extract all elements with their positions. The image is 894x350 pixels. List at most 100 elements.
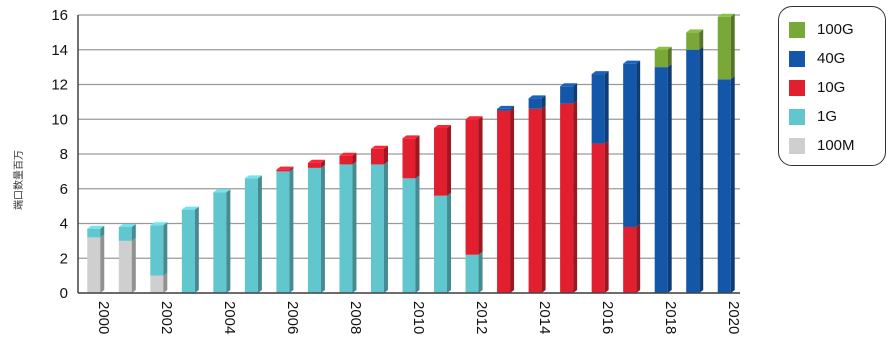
- bar-segment-10g-2015: [560, 103, 574, 293]
- bar-top-2015: [560, 83, 578, 87]
- bar-segment-10g-2014: [528, 108, 542, 293]
- bar-side-10g-2013: [510, 107, 515, 293]
- bar-side-1g-2001: [131, 223, 136, 241]
- bars: [87, 13, 735, 293]
- legend-item-1g: 1G: [789, 102, 885, 131]
- bar-segment-1g-2011: [434, 195, 448, 293]
- bar-side-1g-2010: [415, 175, 420, 293]
- bar-top-2004: [213, 189, 231, 193]
- bar-top-2008: [339, 152, 357, 156]
- bar-side-100m-2000: [100, 234, 105, 293]
- y-tick-labels: 0 2 4 6 8 10 12 14 16: [51, 7, 68, 302]
- bar-side-10g-2007: [320, 159, 325, 168]
- bar-segment-1g-2003: [181, 209, 195, 293]
- bar-segment-40g-2016: [591, 74, 605, 144]
- bar-segment-10g-2011: [434, 127, 448, 196]
- legend-swatch: [789, 137, 805, 154]
- y-tick-label: 6: [60, 181, 68, 198]
- bar-top-2010: [402, 135, 420, 139]
- legend-swatch: [789, 79, 805, 96]
- bar-side-40g-2018: [667, 64, 672, 293]
- bar-side-100g-2019: [699, 29, 704, 50]
- bar-segment-40g-2017: [623, 63, 637, 227]
- bar-side-40g-2013: [510, 105, 515, 111]
- x-tick-label: 2012: [473, 301, 490, 334]
- bar-side-100m-2002: [163, 272, 168, 293]
- bar-side-10g-2011: [447, 124, 452, 196]
- y-tick-label: 2: [60, 250, 68, 267]
- bar-segment-10g-2013: [497, 110, 511, 293]
- bar-top-2011: [434, 124, 452, 128]
- x-tick-label: 2006: [284, 301, 301, 334]
- bar-segment-10g-2007: [307, 162, 321, 168]
- bar-side-40g-2017: [636, 60, 641, 227]
- bar-side-10g-2006: [289, 166, 294, 172]
- bar-side-1g-2007: [320, 164, 325, 293]
- bar-top-2014: [528, 95, 546, 99]
- bar-segment-10g-2016: [591, 143, 605, 293]
- bar-side-40g-2019: [699, 46, 704, 293]
- bar-top-2005: [244, 175, 262, 179]
- bar-side-1g-2004: [226, 189, 231, 293]
- bar-segment-1g-2008: [339, 164, 353, 293]
- x-tick-label: 2004: [221, 301, 238, 334]
- x-tick-label: 2018: [662, 301, 679, 334]
- bar-top-2002: [150, 222, 168, 226]
- bar-segment-1g-2006: [276, 171, 290, 293]
- bar-side-1g-2003: [194, 206, 199, 293]
- bar-segment-10g-2009: [370, 148, 384, 165]
- bar-segment-1g-2012: [465, 254, 479, 293]
- legend-label: 10G: [817, 79, 846, 96]
- bar-segment-1g-2000: [87, 228, 101, 238]
- legend-label: 100G: [817, 21, 854, 38]
- bar-side-10g-2009: [383, 145, 388, 165]
- x-tick-label: 2016: [599, 301, 616, 334]
- bar-side-1g-2009: [383, 161, 388, 293]
- bar-segment-40g-2015: [560, 86, 574, 104]
- bar-top-2017: [623, 60, 641, 64]
- bar-top-2003: [181, 206, 199, 210]
- bar-segment-10g-2012: [465, 119, 479, 255]
- bar-segment-100g-2018: [654, 49, 668, 68]
- legend-swatch: [789, 21, 805, 38]
- bar-segment-100g-2020: [717, 16, 731, 80]
- bar-segment-40g-2020: [717, 79, 731, 293]
- bar-segment-40g-2014: [528, 98, 542, 109]
- y-axis-label: 端口数量百万: [12, 150, 25, 210]
- bar-side-10g-2008: [352, 152, 357, 165]
- bar-segment-100m-2000: [87, 237, 101, 293]
- legend-swatch: [789, 50, 805, 67]
- y-tick-label: 12: [51, 77, 68, 94]
- x-tick-label: 2020: [725, 301, 742, 334]
- bar-segment-40g-2019: [686, 49, 700, 293]
- y-tick-label: 0: [60, 285, 68, 302]
- bar-side-10g-2017: [636, 223, 641, 293]
- bar-segment-1g-2002: [150, 225, 164, 276]
- x-tick-label: 2010: [410, 301, 427, 334]
- bar-segment-100m-2002: [150, 275, 164, 293]
- bar-segment-1g-2009: [370, 164, 384, 293]
- bar-side-100m-2001: [131, 237, 136, 293]
- bar-side-40g-2014: [541, 95, 546, 109]
- legend-label: 1G: [817, 108, 838, 125]
- bar-side-40g-2020: [730, 76, 735, 293]
- bar-segment-40g-2018: [654, 67, 668, 293]
- bar-segment-40g-2013: [497, 108, 511, 111]
- bar-side-10g-2014: [541, 105, 546, 293]
- bar-top-2018: [654, 46, 672, 50]
- x-tick-label: 2002: [158, 301, 175, 334]
- bar-segment-1g-2005: [244, 178, 258, 293]
- bar-top-2020: [717, 13, 735, 17]
- y-tick-label: 14: [51, 42, 68, 59]
- legend-label: 100M: [817, 137, 855, 154]
- bar-top-2009: [370, 145, 388, 149]
- bar-side-10g-2015: [573, 100, 578, 293]
- bar-top-2001: [118, 223, 136, 227]
- bar-top-2012: [465, 116, 483, 120]
- bar-side-1g-2006: [289, 168, 294, 293]
- bar-side-1g-2005: [257, 175, 262, 293]
- y-tick-label: 4: [60, 216, 68, 233]
- legend-label: 40G: [817, 50, 846, 67]
- y-tick-label: 8: [60, 146, 68, 163]
- axes: [77, 15, 740, 294]
